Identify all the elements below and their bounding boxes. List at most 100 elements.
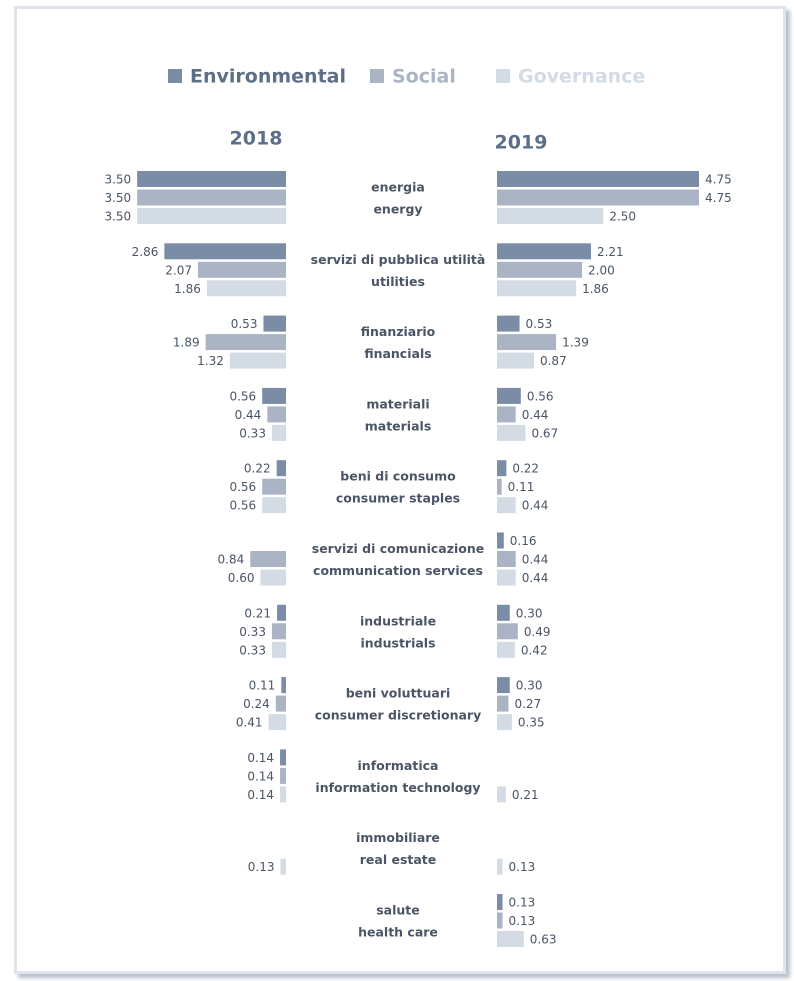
bar (262, 387, 286, 404)
value-label: 1.39 (562, 336, 589, 350)
category-label: servizi di comunicazione (312, 541, 485, 556)
panel-title: 2019 (495, 132, 548, 154)
bar (263, 315, 286, 332)
bar (137, 189, 286, 206)
value-label: 0.41 (236, 716, 263, 730)
value-label: 0.11 (249, 679, 276, 693)
bar (276, 460, 286, 477)
value-label: 0.22 (512, 462, 539, 476)
bar (250, 551, 286, 567)
bar (497, 551, 516, 567)
bar (271, 623, 286, 640)
value-label: 0.63 (530, 933, 557, 947)
bar (497, 478, 502, 495)
bar (280, 858, 286, 875)
legend-swatch (168, 69, 182, 83)
bar (275, 695, 286, 712)
value-label: 0.11 (508, 480, 535, 494)
bar (497, 786, 506, 803)
category-label: real estate (360, 852, 437, 867)
value-label: 0.53 (526, 317, 553, 331)
value-label: 0.21 (244, 606, 271, 620)
bar (277, 604, 286, 621)
value-label: 2.00 (588, 263, 615, 277)
bar (280, 749, 286, 766)
value-label: 0.44 (522, 499, 549, 513)
value-label: 2.21 (597, 245, 624, 259)
frame (14, 6, 786, 974)
value-label: 1.86 (174, 282, 201, 296)
bar (262, 497, 286, 514)
value-label: 0.16 (510, 534, 537, 548)
value-label: 1.86 (582, 282, 609, 296)
value-label: 0.44 (522, 408, 549, 422)
bar (262, 478, 286, 495)
bar (206, 280, 286, 297)
bar (497, 406, 516, 423)
value-label: 0.33 (239, 625, 266, 639)
legend-label: Social (392, 66, 456, 88)
bar (164, 243, 286, 260)
value-label: 1.89 (173, 336, 200, 350)
bar (497, 858, 503, 875)
bar (271, 641, 286, 658)
category-label: industrials (360, 635, 435, 650)
bar (497, 532, 504, 549)
bar (497, 912, 503, 929)
legend-swatch (370, 69, 384, 83)
bar (497, 695, 509, 712)
value-label: 0.44 (235, 408, 262, 422)
value-label: 0.14 (247, 788, 274, 802)
value-label: 0.56 (229, 389, 256, 403)
bar (267, 406, 286, 423)
bar (205, 334, 286, 351)
bar (280, 767, 286, 784)
bar (497, 894, 503, 910)
value-label: 0.27 (514, 697, 541, 711)
value-label: 0.49 (524, 625, 551, 639)
value-label: 0.60 (228, 571, 255, 585)
value-label: 2.50 (609, 210, 636, 224)
legend-label: Environmental (190, 66, 346, 88)
bar (497, 280, 577, 297)
category-label: financials (364, 346, 431, 361)
bar (497, 189, 699, 206)
value-label: 0.84 (218, 553, 245, 567)
category-label: materiali (366, 396, 429, 411)
bar (268, 714, 286, 731)
bar (197, 261, 286, 278)
bar (497, 497, 516, 514)
bar (271, 424, 286, 441)
value-label: 0.22 (244, 462, 271, 476)
value-label: 0.44 (522, 571, 549, 585)
panel-title: 2018 (230, 128, 283, 150)
value-label: 0.13 (509, 914, 536, 928)
bar (497, 424, 526, 441)
value-label: 3.50 (104, 173, 131, 187)
category-label: finanziario (361, 324, 436, 339)
category-label: salute (376, 903, 420, 918)
value-label: 1.32 (197, 354, 224, 368)
bar (137, 208, 286, 224)
category-label: energia (371, 180, 425, 195)
value-label: 0.13 (509, 860, 536, 874)
category-label: beni voluttuari (346, 686, 451, 701)
value-label: 0.44 (522, 553, 549, 567)
bar (497, 334, 557, 351)
value-label: 2.07 (165, 263, 192, 277)
value-label: 0.56 (229, 499, 256, 513)
value-label: 4.75 (705, 191, 732, 205)
category-label: servizi di pubblica utilità (311, 252, 486, 267)
category-label: information technology (315, 780, 480, 795)
bar (497, 243, 591, 260)
category-label: consumer staples (336, 491, 460, 506)
category-label: energy (373, 202, 422, 217)
bar (497, 623, 518, 640)
bar (497, 208, 604, 224)
bar (497, 569, 516, 586)
bar (497, 641, 515, 658)
value-label: 0.56 (229, 480, 256, 494)
legend-swatch (496, 69, 510, 83)
category-label: communication services (313, 563, 483, 578)
value-label: 3.50 (104, 191, 131, 205)
